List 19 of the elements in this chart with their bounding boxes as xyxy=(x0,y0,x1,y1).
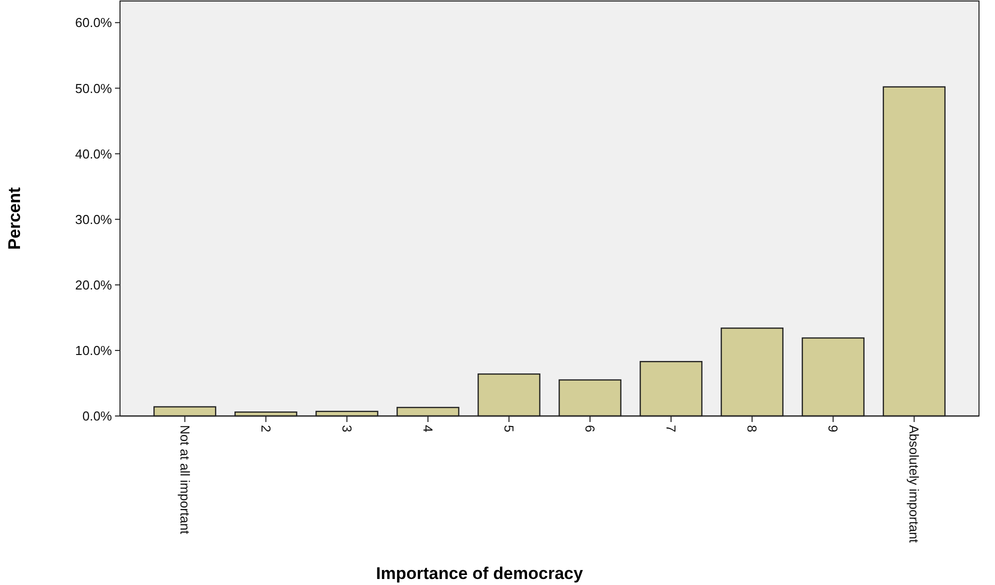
x-tick-label: 6 xyxy=(582,425,598,432)
y-tick-label: 60.0% xyxy=(75,15,112,30)
x-tick-label: 4 xyxy=(420,425,436,432)
x-tick-label: Not at all important xyxy=(177,425,192,534)
y-tick-label: 0.0% xyxy=(82,408,112,424)
y-axis-title: Percent xyxy=(5,186,24,250)
x-tick-label: Absolutely important xyxy=(906,425,922,544)
x-tick-label: 5 xyxy=(501,425,516,432)
y-tick-label: 40.0% xyxy=(75,146,112,162)
x-tick-label: 2 xyxy=(258,425,274,432)
x-tick-label: 9 xyxy=(826,425,841,432)
y-tick-label: 50.0% xyxy=(75,80,112,96)
x-axis-title: Importance of democracy xyxy=(376,564,584,583)
y-tick-label: 30.0% xyxy=(75,212,112,227)
x-tick-label: 8 xyxy=(744,425,760,432)
x-tick-label: 3 xyxy=(339,425,354,432)
y-tick-label: 20.0% xyxy=(75,277,112,292)
x-tick-label: 7 xyxy=(664,425,679,432)
y-tick-label: 10.0% xyxy=(75,342,112,358)
